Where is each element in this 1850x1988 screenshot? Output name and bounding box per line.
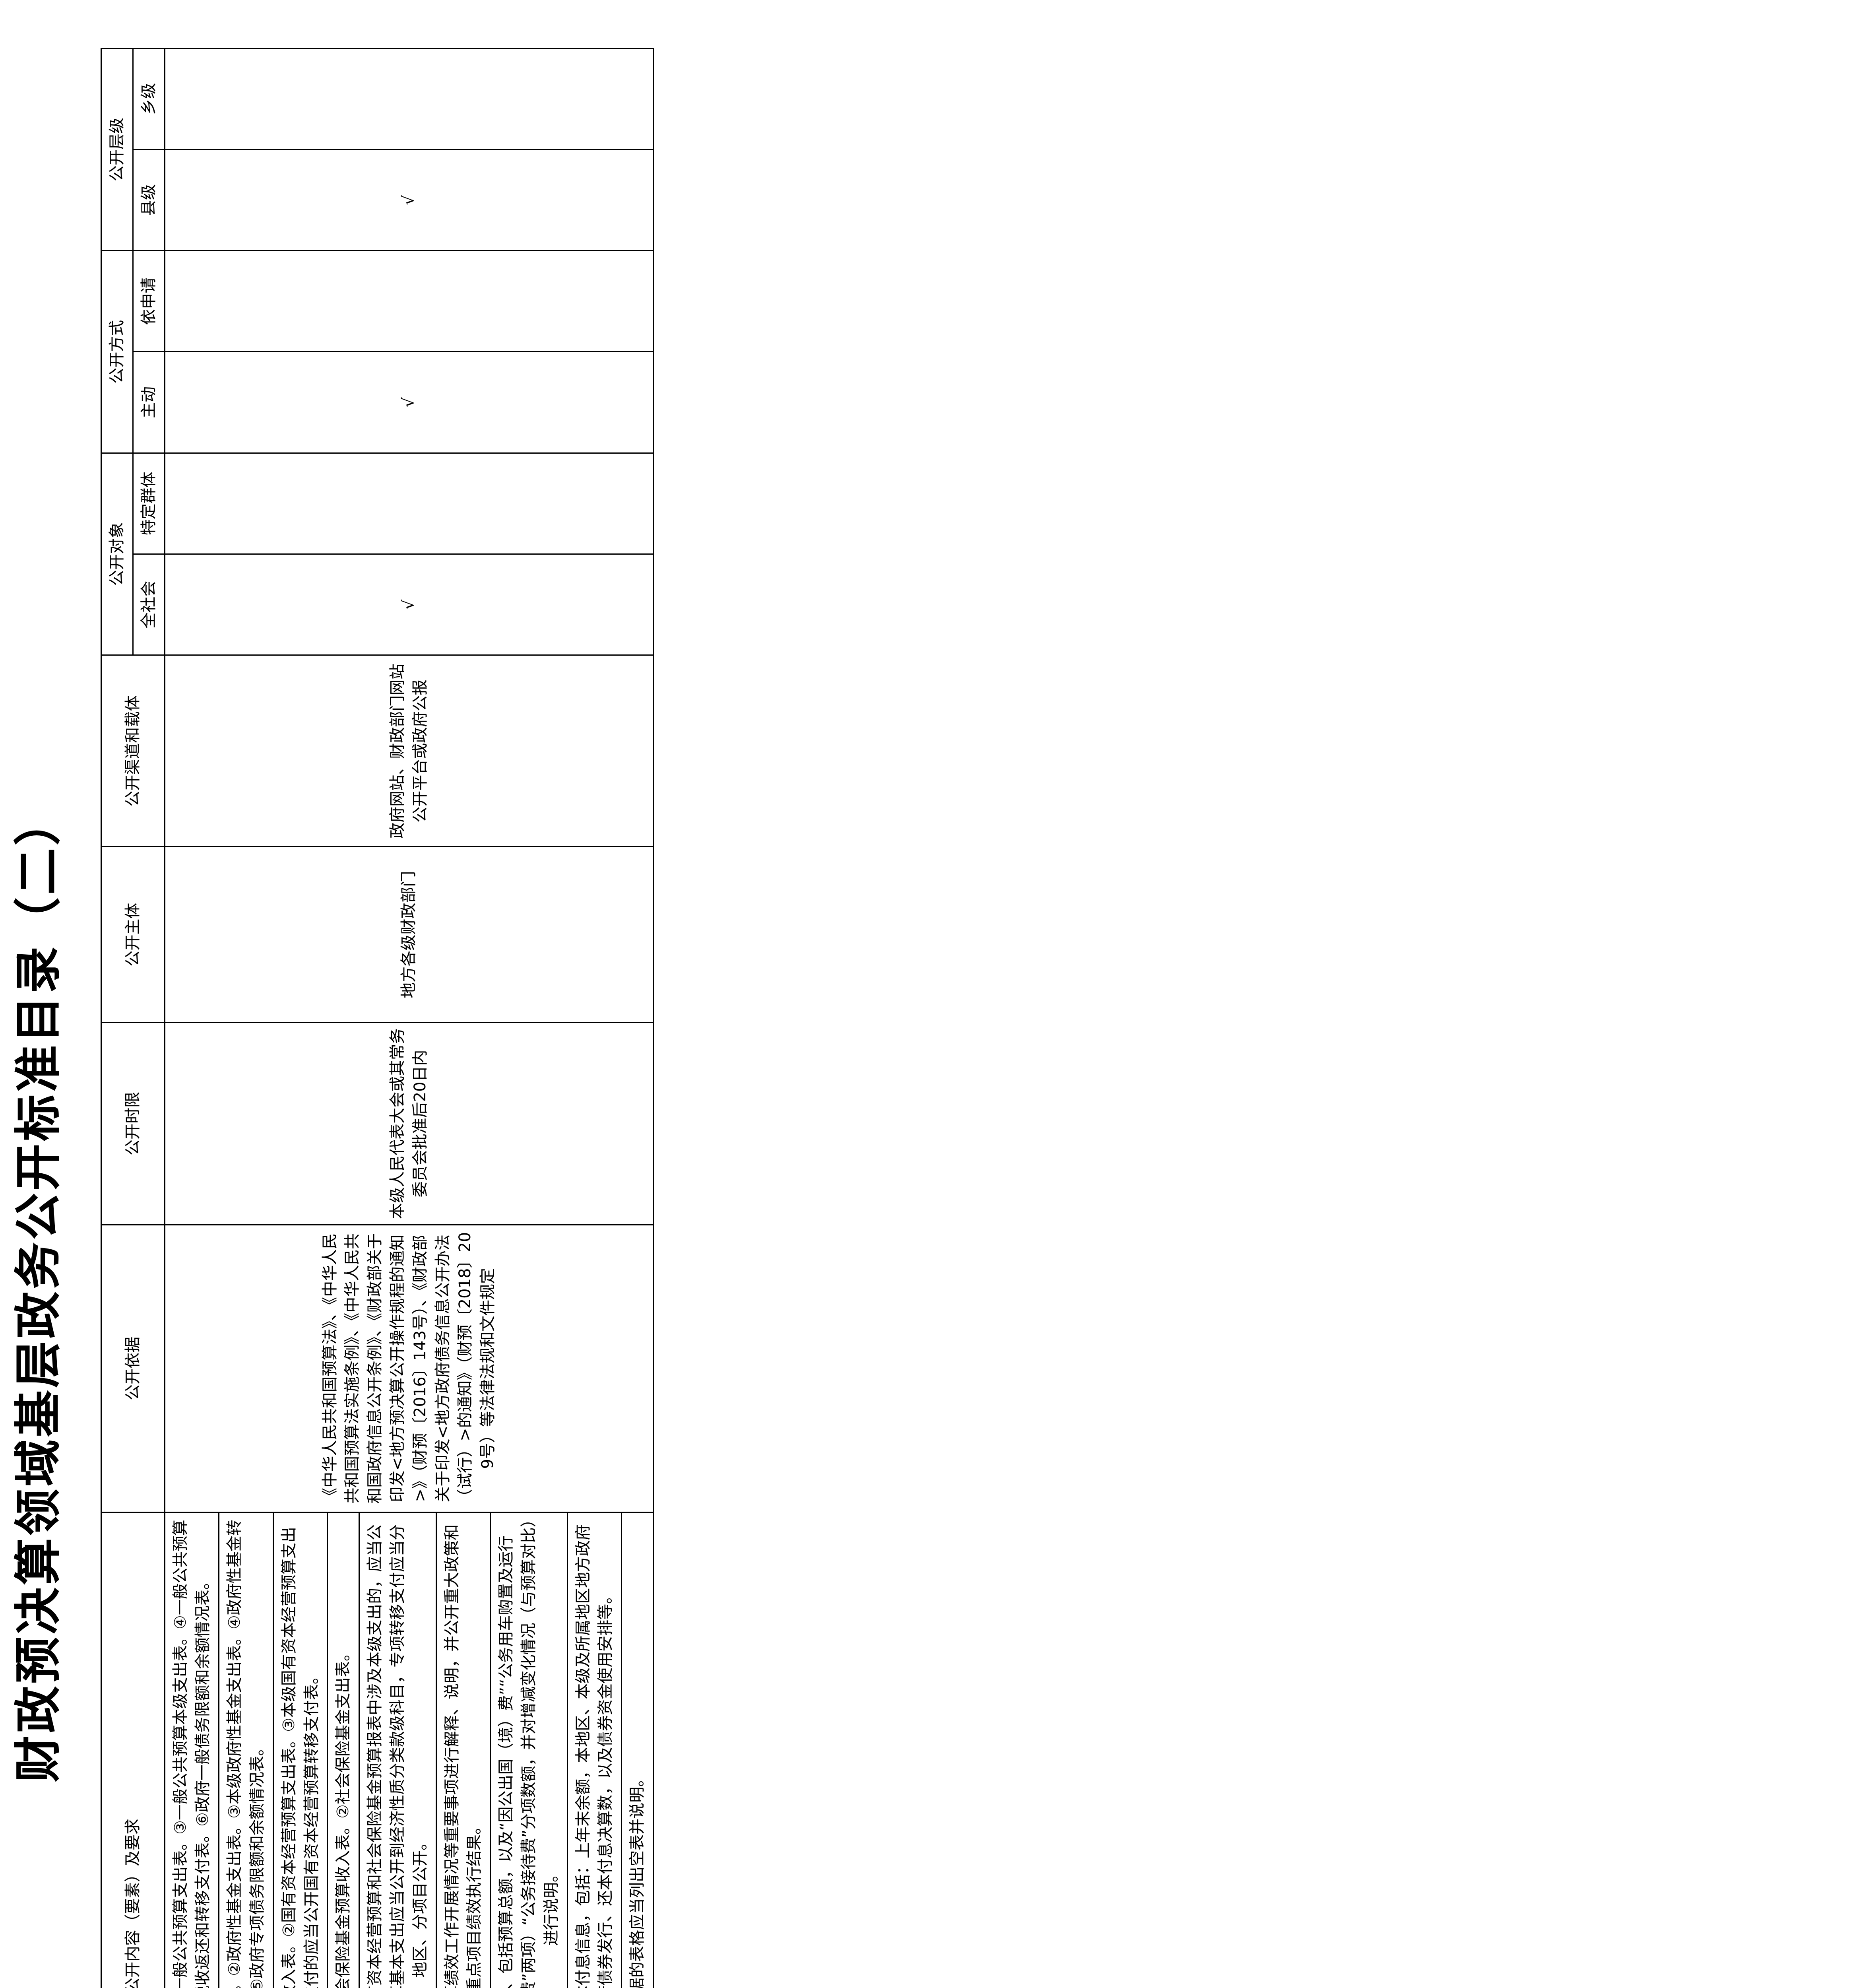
header-method-group: 公开方式	[101, 250, 133, 453]
cell-deadline: 本级人民代表大会或其常务委员会批准后20日内	[165, 1022, 654, 1225]
table-header-row-1: 序号 公开事项 公开内容（要素）及要求 公开依据 公开时限 公开主体 公开渠道和…	[101, 48, 165, 1988]
header-audience-group: 公开对象	[101, 453, 133, 655]
header-audience-special: 特定群体	[133, 453, 165, 554]
cell-content-item-2: 政府性基金预算：①政府性基金预算收入表。②政府性基金支出表。③本级政府性基金支出…	[219, 1512, 273, 1988]
cell-audience-special	[165, 453, 654, 554]
header-content: 公开内容（要素）及要求	[101, 1512, 165, 1988]
header-subject: 公开主体	[101, 846, 165, 1023]
header-method-request: 依申请	[133, 250, 165, 352]
table-wrapper: 序号 公开事项 公开内容（要素）及要求 公开依据 公开时限 公开主体 公开渠道和…	[81, 0, 654, 1988]
header-level-county: 县级	[133, 149, 165, 251]
cell-content-item-4: 社会保险基金预算：①社会保险基金预算收入表。②社会保险基金支出表。	[327, 1512, 359, 1988]
cell-level-county: √	[165, 149, 654, 251]
cell-method-active: √	[165, 351, 654, 453]
cell-content-item-7: 地方本级汇总的一般公共预算“三公”经费、包括预算总额，以及“因公出国（境）费”“…	[490, 1512, 568, 1988]
table-row: 2 财政预决算 政府决算 一般公共预算：①一般公共预算收入表。②一般公共预算支出…	[165, 48, 654, 1988]
cell-content-item-3: 国有资本经营预算：①国有资本经营预算收入表。②国有资本经营预算支出表。③本级国有…	[273, 1512, 328, 1988]
header-deadline: 公开时限	[101, 1022, 165, 1225]
header-level-town: 乡级	[133, 48, 165, 149]
cell-content-item-1: 一般公共预算：①一般公共预算收入表。②一般公共预算支出表。③一般公共预算本级支出…	[165, 1512, 219, 1988]
cell-channel: 政府网站、财政部门网站公开平台或政府公报	[165, 655, 654, 847]
cell-audience-all: √	[165, 554, 654, 655]
cell-content-item-9: 没有数据的表格应当列出空表并说明。	[621, 1512, 654, 1988]
header-level-group: 公开层级	[101, 48, 133, 251]
header-audience-all: 全社会	[133, 554, 165, 655]
cell-content-item-8: 地方政府债务限额、余额，使用安排及还本付息信息，包括：上年末余额，本地区、本级及…	[567, 1512, 622, 1988]
header-channel: 公开渠道和载体	[101, 655, 165, 847]
header-basis: 公开依据	[101, 1225, 165, 1512]
cell-content-item-6: 对财政转移支付安排、举借政府债务、预算绩效工作开展情况等重要事项进行解释、说明，…	[436, 1512, 491, 1988]
cell-content-item-5: 地方一般公共预算、政府性基金预算、国有资本经营预算和社会保险基金预算报表中涉及本…	[359, 1512, 436, 1988]
cell-subject: 地方各级财政部门	[165, 846, 654, 1023]
cell-method-request	[165, 250, 654, 352]
header-method-active: 主动	[133, 351, 165, 453]
standard-catalog-table: 序号 公开事项 公开内容（要素）及要求 公开依据 公开时限 公开主体 公开渠道和…	[101, 48, 654, 1988]
page-title: 财政预决算领域基层政务公开标准目录（二）	[10, 796, 66, 1782]
cell-basis: 《中华人民共和国预算法》、《中华人民共和国预算法实施条例》、《中华人民共和国政府…	[165, 1225, 654, 1512]
cell-level-town	[165, 48, 654, 149]
